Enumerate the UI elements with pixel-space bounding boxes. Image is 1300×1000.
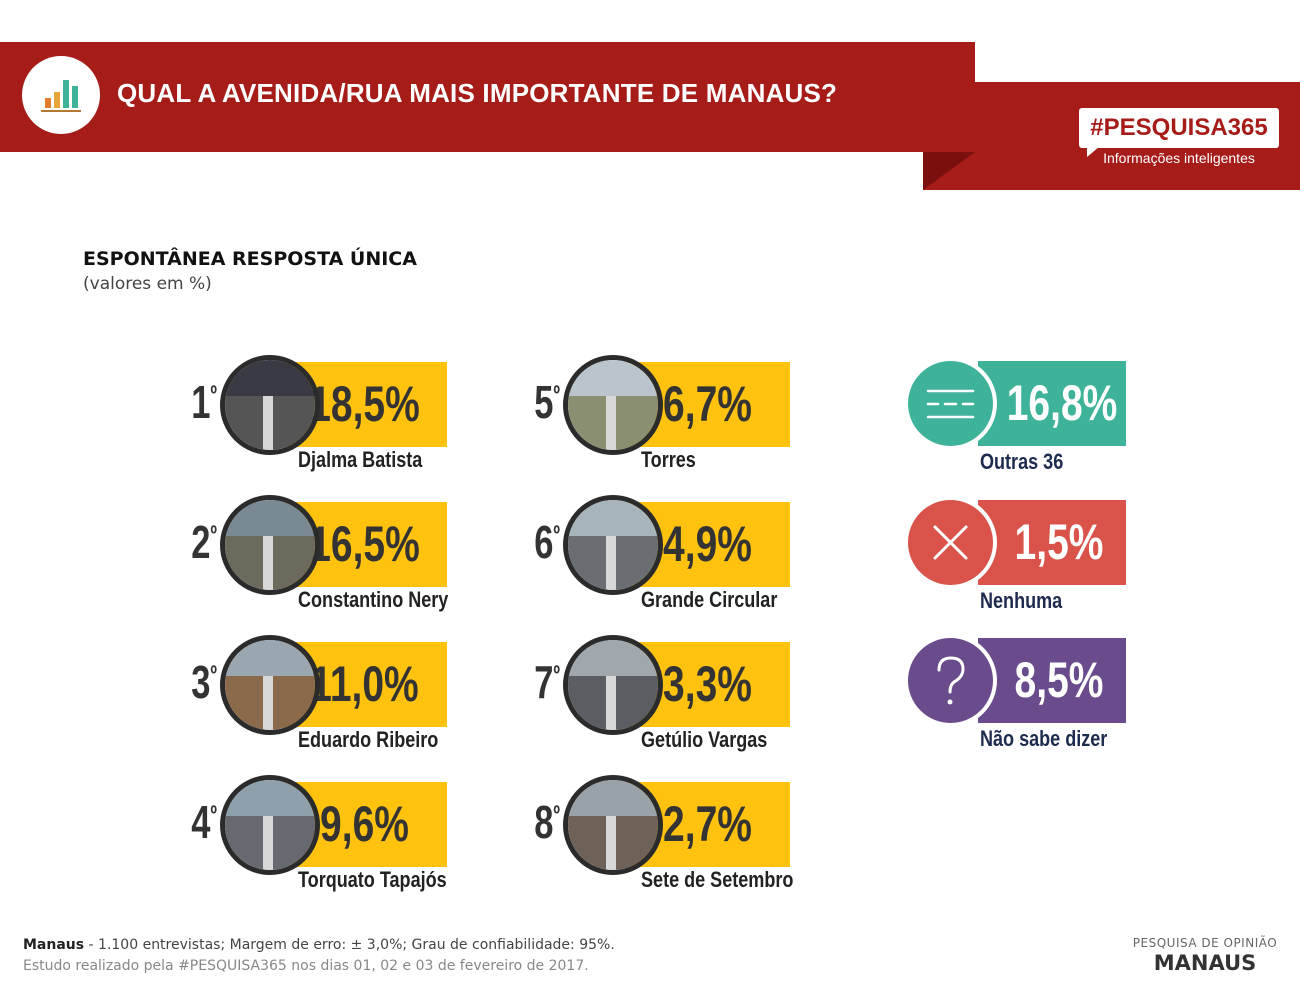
rank-number: 5º: [534, 376, 560, 428]
rank-number: 2º: [191, 516, 217, 568]
value-label: 16,5%: [309, 516, 420, 572]
answer-label: Não sabe dizer: [980, 726, 1108, 751]
lines-icon: [904, 357, 997, 450]
value-label: 18,5%: [309, 376, 420, 432]
street-photo: [563, 635, 663, 735]
street-photo: [220, 355, 320, 455]
rank-item: 6º 4,9% Grande Circular: [515, 495, 815, 615]
x-icon: [904, 496, 997, 589]
rank-number: 6º: [534, 516, 560, 568]
street-name: Eduardo Ribeiro: [298, 727, 439, 752]
street-name: Grande Circular: [641, 587, 778, 612]
brand-tag: #PESQUISA365: [1090, 114, 1268, 141]
street-name: Getúlio Vargas: [641, 727, 768, 752]
street-photo: [220, 495, 320, 595]
brand-subtitle: Informações inteligentes: [1103, 150, 1255, 166]
rank-item: 1º 18,5% Djalma Batista: [172, 355, 472, 475]
other-answer-item: 8,5% Não sabe dizer: [904, 634, 1138, 758]
bar-chart-icon: [22, 56, 100, 134]
rank-item: 5º 6,7% Torres: [515, 355, 815, 475]
other-answer-item: 16,8% Outras 36: [904, 357, 1138, 481]
value-label: 11,0%: [310, 656, 419, 712]
value-box: [978, 638, 1126, 723]
value-label: 16,8%: [1006, 375, 1118, 431]
rank-item: 8º 2,7% Sete de Setembro: [515, 775, 815, 895]
value-label: 9,6%: [320, 796, 409, 852]
street-name: Torquato Tapajós: [298, 867, 447, 892]
page-title: QUAL A AVENIDA/RUA MAIS IMPORTANTE DE MA…: [117, 78, 838, 108]
street-name: Sete de Setembro: [641, 867, 794, 892]
rank-item: 4º 9,6% Torquato Tapajós: [172, 775, 472, 895]
brand-badge-tail: [1087, 147, 1099, 157]
value-label: 8,5%: [1014, 652, 1104, 708]
value-label: 6,7%: [663, 376, 752, 432]
rank-item: 3º 11,0% Eduardo Ribeiro: [172, 635, 472, 755]
question-icon: [904, 634, 997, 727]
footer-brand-top: PESQUISA DE OPINIÃO: [1132, 936, 1278, 950]
footer-study: Estudo realizado pela #PESQUISA365 nos d…: [23, 958, 589, 974]
street-photo: [220, 635, 320, 735]
street-photo: [563, 495, 663, 595]
header-banner: [0, 42, 975, 152]
rank-item: 7º 3,3% Getúlio Vargas: [515, 635, 815, 755]
rank-number: 4º: [191, 796, 217, 848]
rank-number: 8º: [534, 796, 560, 848]
footer-details: - 1.100 entrevistas; Margem de erro: ± 3…: [84, 937, 615, 953]
other-answer-item: 1,5% Nenhuma: [904, 496, 1138, 620]
chart-unit-note: (valores em %): [83, 274, 212, 294]
footer-city: Manaus: [23, 937, 85, 953]
footer-methodology: Manaus - 1.100 entrevistas; Margem de er…: [23, 937, 615, 953]
value-box: [978, 500, 1126, 585]
value-label: 2,7%: [663, 796, 752, 852]
value-label: 1,5%: [1014, 514, 1104, 570]
street-name: Torres: [641, 447, 696, 472]
rank-number: 7º: [534, 656, 560, 708]
chart-title: ESPONTÂNEA RESPOSTA ÚNICA: [83, 248, 417, 270]
value-box: [978, 361, 1126, 446]
brand-badge: [1079, 108, 1279, 148]
street-photo: [563, 775, 663, 875]
rank-number: 1º: [191, 376, 217, 428]
banner-fold: [923, 152, 975, 190]
street-name: Djalma Batista: [298, 447, 423, 472]
rank-item: 2º 16,5% Constantino Nery: [172, 495, 472, 615]
value-label: 3,3%: [663, 656, 752, 712]
street-name: Constantino Nery: [298, 587, 449, 612]
value-label: 4,9%: [663, 516, 752, 572]
answer-label: Outras 36: [980, 449, 1064, 474]
footer-brand-bottom: MANAUS: [1153, 951, 1257, 975]
rank-number: 3º: [191, 656, 217, 708]
street-photo: [220, 775, 320, 875]
answer-label: Nenhuma: [980, 588, 1063, 613]
street-photo: [563, 355, 663, 455]
